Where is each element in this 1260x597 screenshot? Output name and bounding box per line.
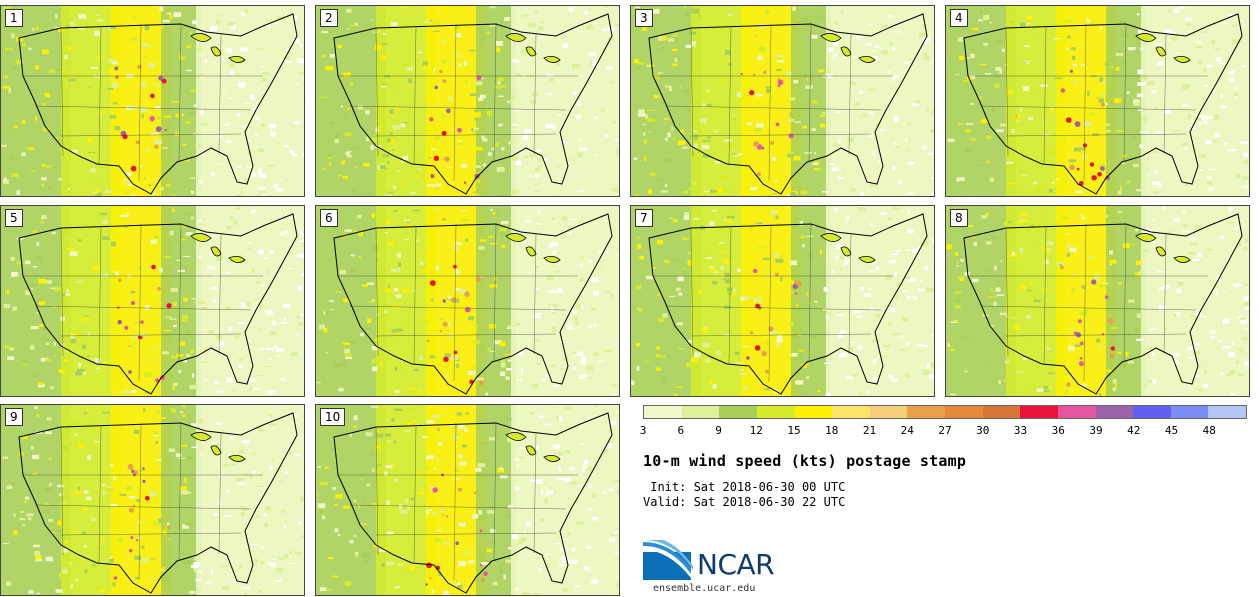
colorbar-tick-label: 36	[1051, 424, 1065, 437]
map-panel: 9	[0, 404, 305, 596]
panel-number: 3	[635, 9, 653, 27]
panel-number: 5	[5, 209, 23, 227]
wind-speed-map	[1, 6, 304, 196]
colorbar-segment	[756, 406, 795, 418]
panel-number: 2	[320, 9, 338, 27]
colorbar-segment	[982, 406, 1021, 418]
colorbar-segment	[869, 406, 908, 418]
wind-speed-map	[1, 405, 304, 595]
wind-speed-map	[316, 6, 619, 196]
colorbar-tick-label: 21	[862, 424, 877, 437]
colorbar-segment	[832, 406, 870, 418]
colorbar-segment	[1208, 406, 1246, 418]
ncar-logo-icon	[643, 540, 693, 580]
colorbar-tick-label: 15	[787, 424, 801, 437]
colorbar-tick-label: 24	[900, 424, 914, 437]
site-url: ensemble.ucar.edu	[653, 583, 756, 594]
colorbar-tick-label: 30	[976, 424, 990, 437]
panel-number: 8	[950, 209, 968, 227]
colorbar-segment	[681, 406, 720, 418]
map-panel: 2	[315, 5, 620, 197]
colorbar-tick-label: 42	[1127, 424, 1141, 437]
colorbar-segment	[1020, 406, 1058, 418]
colorbar-tick-label: 12	[749, 424, 763, 437]
wind-speed-map	[946, 206, 1249, 396]
colorbar-segment	[1057, 406, 1096, 418]
colorbar-segment	[1170, 406, 1209, 418]
colorbar-tick-label: 48	[1202, 424, 1216, 437]
colorbar-ticks: 3 6 9 12 15 18 21 24 27 30 33 36 39 42 45 48	[639, 424, 1247, 438]
wind-speed-map	[1, 206, 304, 396]
colorbar-tick-label: 3	[639, 424, 647, 437]
colorbar-tick-label: 6	[677, 424, 685, 437]
wind-speed-map	[316, 405, 619, 595]
wind-speed-map	[946, 6, 1249, 196]
colorbar-segment	[719, 406, 757, 418]
valid-time: Valid: Sat 2018-06-30 22 UTC	[643, 495, 846, 509]
colorbar-tick-label: 27	[938, 424, 952, 437]
panel-number: 9	[5, 408, 23, 426]
colorbar-segment	[1095, 406, 1134, 418]
map-panel: 6	[315, 205, 620, 397]
colorbar	[643, 405, 1247, 419]
panel-number: 4	[950, 9, 968, 27]
init-time: Init: Sat 2018-06-30 00 UTC	[643, 480, 846, 494]
panel-number: 6	[320, 209, 338, 227]
panel-number: 10	[320, 408, 346, 426]
colorbar-tick-label: 18	[825, 424, 839, 437]
wind-speed-map	[631, 206, 934, 396]
colorbar-tick-label: 45	[1164, 424, 1179, 437]
panel-number: 1	[5, 9, 23, 27]
colorbar-segment	[1133, 406, 1171, 418]
colorbar-tick-label: 39	[1089, 424, 1103, 437]
colorbar-tick-label: 9	[715, 424, 722, 437]
colorbar-tick-label: 33	[1013, 424, 1028, 437]
ncar-logo-text: NCAR	[697, 548, 775, 581]
map-panel: 1	[0, 5, 305, 197]
colorbar-segment	[794, 406, 833, 418]
colorbar-segment	[945, 406, 983, 418]
panel-number: 7	[635, 209, 653, 227]
map-panel: 10	[315, 404, 620, 596]
wind-speed-map	[631, 6, 934, 196]
colorbar-segment	[907, 406, 945, 418]
map-panel: 3	[630, 5, 935, 197]
colorbar-segment	[644, 406, 682, 418]
wind-speed-map	[316, 206, 619, 396]
map-panel: 7	[630, 205, 935, 397]
map-panel: 8	[945, 205, 1250, 397]
map-panel: 4	[945, 5, 1250, 197]
map-panel: 5	[0, 205, 305, 397]
product-title: 10-m wind speed (kts) postage stamp	[643, 452, 967, 470]
